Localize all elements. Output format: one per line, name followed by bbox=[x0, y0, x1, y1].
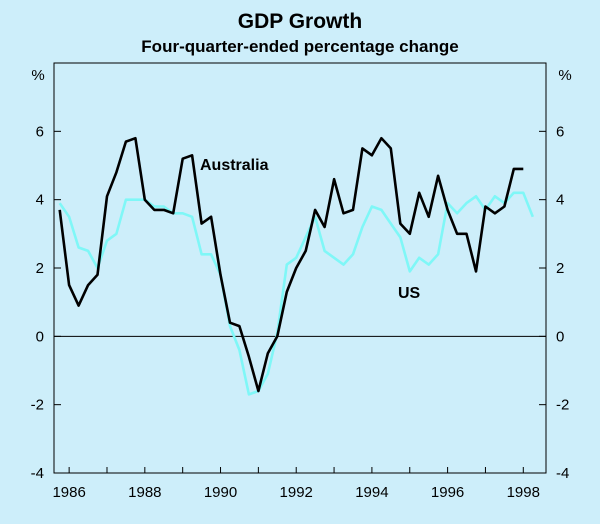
y-tick-label-left: 2 bbox=[36, 260, 44, 277]
axis-ticks: -4 -4 -2 -2 0 0 2 2 4 4 6 6 1986 1988 1990 1992 1994 1996… bbox=[31, 123, 570, 501]
x-tick-label: 1998 bbox=[507, 484, 540, 501]
y-tick-label-right: 2 bbox=[556, 260, 564, 277]
plot-frame bbox=[53, 62, 547, 474]
australia-series-line bbox=[58, 136, 524, 393]
us-series-label: US bbox=[398, 285, 421, 302]
x-tick-label: 1990 bbox=[204, 484, 237, 501]
chart-subtitle: Four-quarter-ended percentage change bbox=[141, 37, 458, 56]
x-tick-label: 1996 bbox=[431, 484, 464, 501]
x-tick-label: 1988 bbox=[128, 484, 161, 501]
y-tick-label-right: 6 bbox=[556, 123, 564, 140]
y-tick-label-right: -4 bbox=[556, 465, 569, 482]
chart-title: GDP Growth bbox=[238, 10, 362, 33]
y-tick-label-left: -4 bbox=[31, 465, 44, 482]
y-tick-label-right: 4 bbox=[556, 192, 564, 209]
x-tick-label: 1992 bbox=[280, 484, 313, 501]
us-series-line bbox=[58, 191, 535, 396]
y-tick-label-left: 0 bbox=[36, 328, 44, 345]
y-tick-label-right: -2 bbox=[556, 397, 569, 414]
y-tick-label-left: 6 bbox=[36, 123, 44, 140]
series-layer bbox=[58, 136, 535, 396]
x-tick-label: 1986 bbox=[52, 484, 85, 501]
y-tick-label-left: -2 bbox=[31, 397, 44, 414]
y-axis-unit-left: % bbox=[31, 67, 44, 84]
x-tick-label: 1994 bbox=[355, 484, 388, 501]
australia-series-label: Australia bbox=[200, 157, 269, 174]
y-axis-unit-right: % bbox=[558, 67, 571, 84]
y-tick-label-right: 0 bbox=[556, 328, 564, 345]
y-tick-label-left: 4 bbox=[36, 192, 44, 209]
